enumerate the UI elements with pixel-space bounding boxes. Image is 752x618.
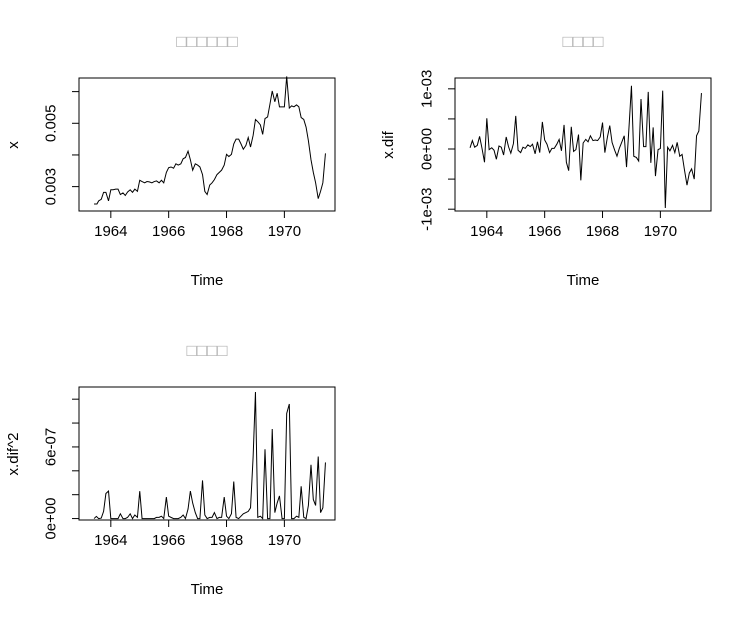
x-tick-label: 1970: [268, 223, 301, 240]
y-axis: -1e-03 0e+00 1e-03: [419, 70, 456, 231]
y-axis: 0e+00 6e-07: [43, 398, 80, 540]
y-axis: 0.003 0.005: [43, 91, 80, 206]
x-tick-label: 1966: [152, 532, 185, 549]
x-tick-label: 1966: [528, 223, 561, 240]
panel-title: □□□□: [562, 32, 603, 51]
y-tick-label: -1e-03: [419, 188, 436, 231]
x-tick-label: 1964: [470, 223, 503, 240]
x-axis-label: Time: [191, 272, 224, 289]
x-tick-label: 1964: [94, 532, 127, 549]
panel-x-dif: □□□□ 1964 1966 1968 1970 -1e-03 0e+00 1e-03 T…: [380, 32, 712, 289]
x-tick-label: 1968: [586, 223, 619, 240]
y-axis-label: x.dif: [380, 130, 397, 158]
y-axis-label: x: [5, 141, 22, 149]
x-axis: 1964 1966 1968 1970: [94, 210, 301, 240]
series-line: [469, 85, 702, 209]
x-axis: 1964 1966 1968 1970: [94, 519, 301, 549]
y-tick-label: 0.003: [43, 168, 60, 206]
x-tick-label: 1968: [210, 223, 243, 240]
x-axis-label: Time: [191, 581, 224, 598]
y-tick-label: 0.005: [43, 105, 60, 143]
x-axis-label: Time: [567, 272, 600, 289]
series-line: [94, 76, 326, 205]
y-tick-label: 6e-07: [43, 428, 60, 466]
x-tick-label: 1968: [210, 532, 243, 549]
x-tick-label: 1970: [268, 532, 301, 549]
panel-x-dif-squared: □□□□ 1964 1966 1968 1970 0e+00 6e-07 Time x.…: [5, 341, 336, 598]
x-axis: 1964 1966 1968 1970: [470, 210, 677, 240]
panel-title: □□□□□□: [176, 32, 238, 51]
x-tick-label: 1964: [94, 223, 127, 240]
y-tick-label: 0e+00: [419, 128, 436, 170]
series-line: [93, 391, 326, 520]
x-tick-label: 1966: [152, 223, 185, 240]
x-tick-label: 1970: [644, 223, 677, 240]
y-tick-label: 1e-03: [419, 70, 436, 108]
y-tick-label: 0e+00: [43, 497, 60, 539]
panel-title: □□□□: [186, 341, 227, 360]
y-axis-label: x.dif^2: [5, 433, 22, 476]
